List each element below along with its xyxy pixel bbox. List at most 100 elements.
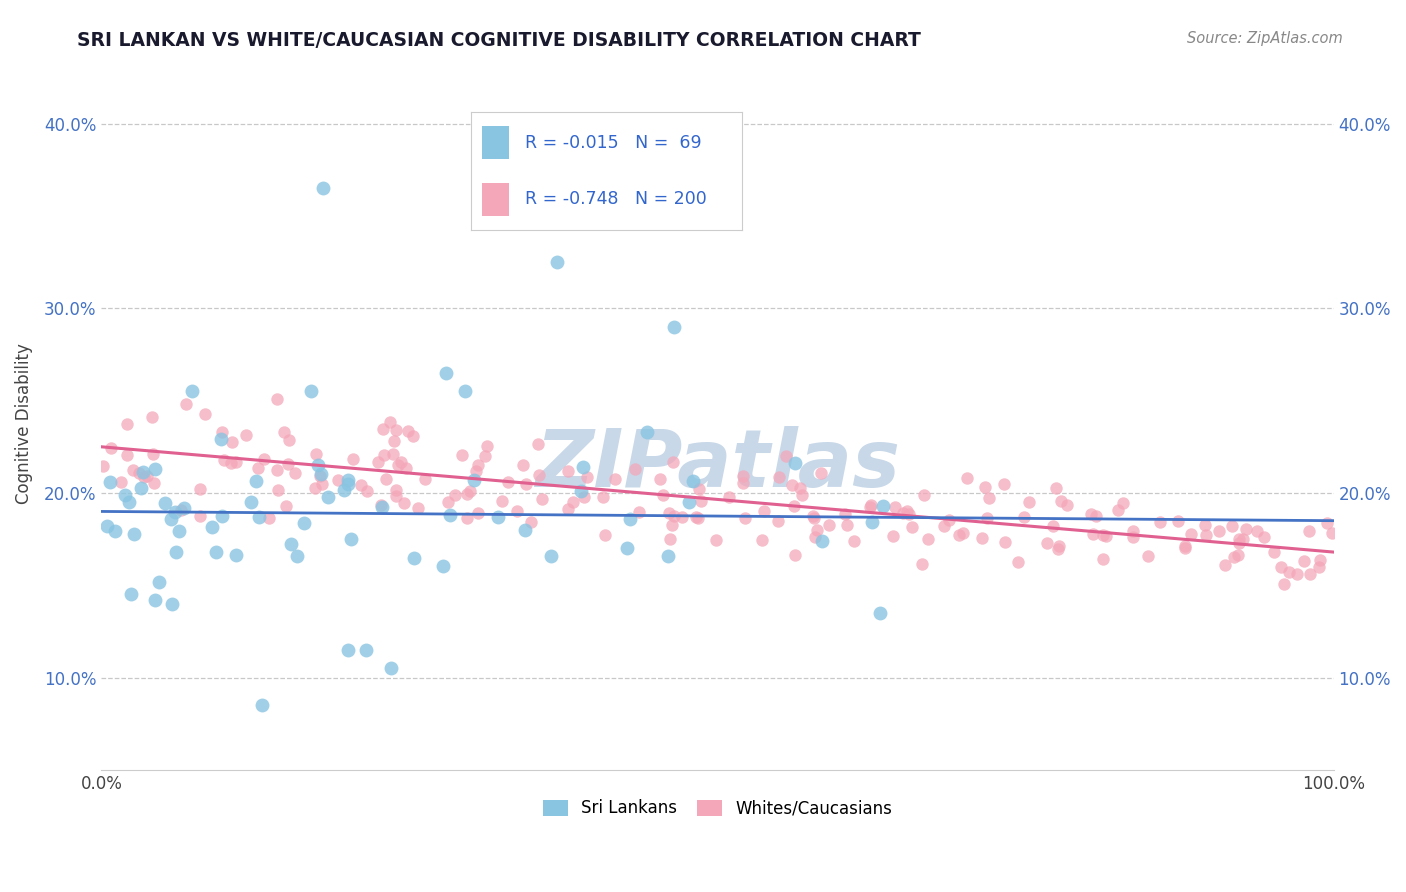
Point xyxy=(235,428,257,442)
Point xyxy=(381,447,404,461)
Point xyxy=(540,549,562,564)
Point xyxy=(467,458,489,472)
Point xyxy=(662,455,685,469)
Point xyxy=(110,475,132,489)
Point xyxy=(382,434,405,449)
Point xyxy=(456,487,478,501)
Point xyxy=(115,448,138,462)
Point xyxy=(273,425,295,439)
Point xyxy=(869,606,891,620)
Point xyxy=(474,449,496,463)
Point xyxy=(1298,524,1320,538)
Text: ZIPatlas: ZIPatlas xyxy=(536,426,900,504)
Point xyxy=(406,500,429,515)
Point xyxy=(451,449,474,463)
Point xyxy=(977,491,1000,505)
Point xyxy=(752,504,775,518)
Point xyxy=(1012,509,1035,524)
Point xyxy=(1137,549,1160,564)
Point xyxy=(662,509,685,524)
Point xyxy=(1208,524,1230,538)
Point xyxy=(659,532,682,546)
Point xyxy=(952,526,974,541)
Point xyxy=(392,495,415,509)
Point xyxy=(443,488,465,502)
Point xyxy=(350,478,373,492)
Point xyxy=(259,511,281,525)
Point xyxy=(860,515,883,529)
Point xyxy=(385,483,408,498)
Point xyxy=(884,500,907,515)
Point xyxy=(792,488,814,502)
Point xyxy=(385,489,408,503)
Point xyxy=(465,465,488,479)
Point xyxy=(165,545,187,559)
Point xyxy=(1084,509,1107,524)
Point xyxy=(342,451,364,466)
Point xyxy=(1194,518,1216,533)
Point xyxy=(561,495,583,509)
Point xyxy=(789,482,811,496)
Point xyxy=(486,509,509,524)
Point xyxy=(1180,527,1202,541)
Point xyxy=(276,499,298,513)
Point xyxy=(658,506,681,520)
Point xyxy=(188,508,211,523)
Point xyxy=(305,447,328,461)
Point xyxy=(1274,576,1296,591)
Point xyxy=(731,468,754,483)
Point xyxy=(651,488,673,502)
Point xyxy=(938,513,960,527)
Point xyxy=(976,511,998,525)
Point xyxy=(592,490,614,504)
Point xyxy=(994,535,1017,549)
Point xyxy=(371,500,394,514)
Point xyxy=(491,494,513,508)
Point xyxy=(842,533,865,548)
Point xyxy=(439,508,461,522)
Point xyxy=(404,551,426,566)
Point xyxy=(219,456,242,470)
Point xyxy=(277,433,299,447)
Point xyxy=(96,518,118,533)
Point xyxy=(810,466,832,480)
Point xyxy=(225,455,247,469)
Point xyxy=(118,495,141,509)
Point xyxy=(245,474,267,488)
Point xyxy=(834,507,856,521)
Point xyxy=(704,533,727,547)
Point xyxy=(170,503,193,517)
Point xyxy=(1253,530,1275,544)
Point xyxy=(1232,532,1254,546)
Point xyxy=(636,425,658,439)
Point xyxy=(860,498,883,512)
Point xyxy=(292,516,315,531)
Point xyxy=(373,448,395,462)
Point xyxy=(337,476,360,491)
Point xyxy=(396,425,419,439)
Point xyxy=(1050,494,1073,508)
Point xyxy=(370,498,392,512)
Point xyxy=(1234,522,1257,536)
Point xyxy=(519,515,541,529)
Point xyxy=(212,453,235,467)
Point xyxy=(783,456,806,470)
Point xyxy=(266,462,288,476)
Point xyxy=(603,472,626,486)
Point xyxy=(512,458,534,472)
Point xyxy=(623,462,645,476)
Point xyxy=(332,483,354,497)
Point xyxy=(678,495,700,509)
Point xyxy=(882,529,904,543)
Point xyxy=(128,466,150,480)
Point xyxy=(304,481,326,495)
Point xyxy=(835,518,858,533)
Point xyxy=(402,429,425,443)
Point xyxy=(1122,524,1144,539)
Point xyxy=(782,499,804,513)
Point xyxy=(682,474,704,488)
Point xyxy=(309,467,332,482)
Point xyxy=(148,574,170,589)
Point xyxy=(142,476,165,491)
Point xyxy=(1299,567,1322,582)
